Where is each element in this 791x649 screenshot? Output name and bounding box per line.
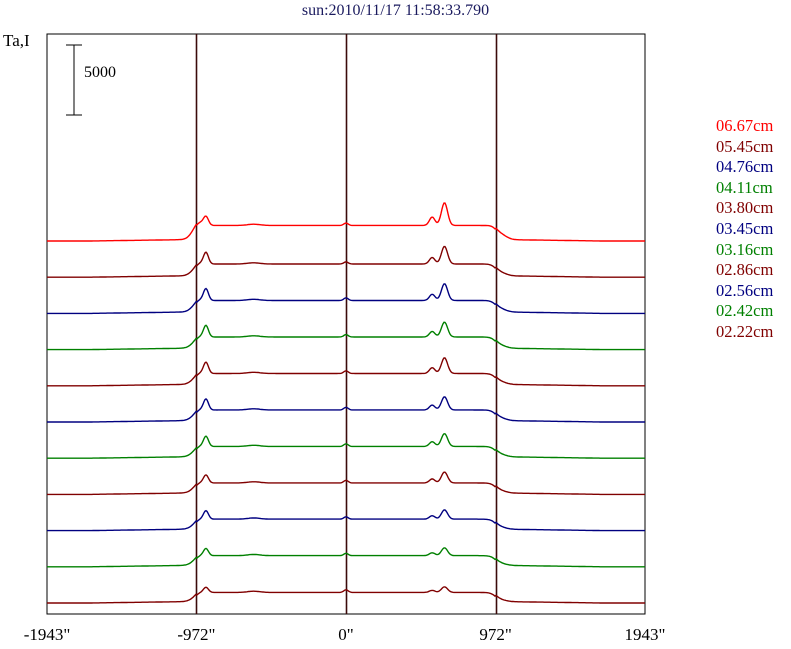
series-line-04.11cm <box>47 321 645 351</box>
legend-entry: 03.16cm <box>716 239 774 259</box>
x-tick-label: -1943" <box>23 625 71 644</box>
series-line-04.76cm <box>47 283 645 315</box>
series-line-02.42cm <box>47 547 645 568</box>
series-line-02.22cm <box>47 586 645 604</box>
legend-entry: 03.80cm <box>716 198 774 218</box>
series-line-05.45cm <box>47 245 645 278</box>
x-tick-label: -972" <box>177 625 216 644</box>
y-axis-label: Ta,I <box>3 31 30 50</box>
series-line-02.86cm <box>47 471 645 496</box>
legend-entry: 05.45cm <box>716 136 774 156</box>
chart-title: sun:2010/11/17 11:58:33.790 <box>301 2 490 19</box>
x-tick-label: 1943" <box>624 625 666 644</box>
series-line-03.16cm <box>47 433 645 459</box>
x-tick-label: 0" <box>338 625 354 644</box>
legend-entry: 04.76cm <box>716 157 774 177</box>
series-line-03.45cm <box>47 396 645 423</box>
x-tick-label: 972" <box>479 625 512 644</box>
series-line-06.67cm <box>47 202 645 242</box>
legend-entry: 03.45cm <box>716 218 774 238</box>
series-line-03.80cm <box>47 357 645 387</box>
legend-entry: 06.67cm <box>716 116 774 135</box>
legend-entry: 02.86cm <box>716 260 774 280</box>
scale-bar-label: 5000 <box>84 64 116 81</box>
legend-entry: 02.22cm <box>716 321 774 341</box>
series-line-02.56cm <box>47 509 645 532</box>
legend-entry: 02.42cm <box>716 301 774 321</box>
legend-entry: 02.56cm <box>716 280 774 300</box>
legend: 06.67cm 05.45cm 04.76cm 04.11cm 03.80cm 03.45… <box>716 116 773 343</box>
legend-entry: 04.11cm <box>716 177 773 197</box>
